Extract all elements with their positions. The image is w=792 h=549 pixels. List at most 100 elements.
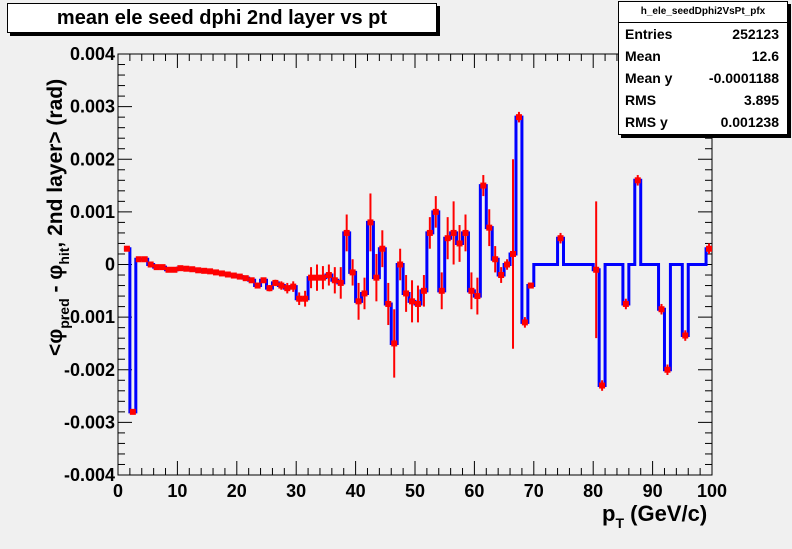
data-point xyxy=(349,269,356,276)
y-tick-label: 0.001 xyxy=(70,202,115,222)
data-point xyxy=(284,285,291,292)
data-point xyxy=(319,274,326,281)
x-tick-label: 60 xyxy=(464,481,484,501)
x-axis-label: pT (GeV/c) xyxy=(602,501,707,531)
data-markers xyxy=(123,114,713,415)
data-point xyxy=(141,256,148,263)
data-point xyxy=(230,272,237,279)
data-point xyxy=(444,235,451,242)
data-point xyxy=(420,287,427,294)
chart-title-box: mean ele seed dphi 2nd layer vs pt xyxy=(7,3,437,33)
stats-value: 252123 xyxy=(732,26,779,42)
data-point xyxy=(177,265,184,272)
data-point xyxy=(391,340,398,347)
data-point xyxy=(189,266,196,273)
data-point xyxy=(343,229,350,236)
data-point xyxy=(599,382,606,389)
data-point xyxy=(658,306,665,313)
data-point xyxy=(296,295,303,302)
stats-label: RMS xyxy=(625,92,657,108)
data-point xyxy=(195,267,202,274)
data-point xyxy=(159,264,166,271)
data-point xyxy=(224,271,231,278)
data-point xyxy=(409,298,416,305)
data-point xyxy=(527,282,534,289)
y-tick-label: -0.002 xyxy=(64,360,115,380)
data-point xyxy=(438,287,445,294)
data-point xyxy=(183,265,190,272)
data-point xyxy=(153,264,160,271)
data-point xyxy=(355,298,362,305)
data-point xyxy=(201,267,208,274)
data-point xyxy=(426,229,433,236)
x-tick-label: 30 xyxy=(286,481,306,501)
stats-value: 3.895 xyxy=(743,92,779,108)
y-tick-label: 0 xyxy=(105,255,115,275)
data-point xyxy=(254,282,261,289)
data-point xyxy=(129,408,136,415)
data-point xyxy=(266,285,273,292)
data-point xyxy=(260,277,267,284)
data-point xyxy=(165,266,172,273)
data-point xyxy=(218,270,225,277)
data-point xyxy=(385,300,392,307)
x-tick-label: 100 xyxy=(697,481,727,501)
data-point xyxy=(498,272,505,279)
data-point xyxy=(367,219,374,226)
data-point xyxy=(622,300,629,307)
data-point xyxy=(682,332,689,339)
data-point xyxy=(474,293,481,300)
data-point xyxy=(706,245,713,252)
stats-row-entries: Entries 252123 xyxy=(619,23,787,45)
data-point xyxy=(308,274,315,281)
x-tick-label: 80 xyxy=(583,481,603,501)
data-point xyxy=(278,282,285,289)
x-tick-label: 90 xyxy=(643,481,663,501)
stats-label: Entries xyxy=(625,26,673,42)
stats-value: 0.001238 xyxy=(720,114,779,130)
x-tick-label: 10 xyxy=(167,481,187,501)
data-point xyxy=(123,245,130,252)
data-point xyxy=(379,245,386,252)
x-tick-label: 40 xyxy=(346,481,366,501)
stats-box: h_ele_seedDphi2VsPt_pfx Entries 252123 M… xyxy=(618,1,788,135)
data-point xyxy=(135,256,142,263)
data-point xyxy=(397,261,404,268)
y-axis-label: <φpred - φhit, 2nd layer> (rad) xyxy=(44,79,72,356)
y-tick-label: -0.004 xyxy=(64,465,115,485)
data-point xyxy=(373,274,380,281)
data-point xyxy=(313,274,320,281)
stats-row-mean-y: Mean y -0.0001188 xyxy=(619,67,787,89)
data-point xyxy=(147,261,154,268)
data-point xyxy=(450,229,457,236)
data-point xyxy=(664,366,671,373)
tick-labels: 0 10 20 30 40 50 60 70 80 90 100 -0.004 -0.003 -0.002… xyxy=(64,44,727,501)
data-point xyxy=(456,240,463,247)
stats-label: Mean xyxy=(625,48,661,64)
stats-row-mean: Mean 12.6 xyxy=(619,45,787,67)
x-tick-label: 50 xyxy=(405,481,425,501)
data-point xyxy=(492,256,499,263)
data-point xyxy=(557,235,564,242)
data-point xyxy=(361,290,368,297)
data-point xyxy=(207,268,214,275)
data-point xyxy=(480,182,487,189)
data-point xyxy=(515,114,522,121)
data-point xyxy=(236,273,243,280)
stats-value: 12.6 xyxy=(751,48,779,64)
data-point xyxy=(302,295,309,302)
data-point xyxy=(242,275,249,282)
stats-label: Mean y xyxy=(625,70,673,86)
data-point xyxy=(213,269,220,276)
data-point xyxy=(432,208,439,215)
data-point xyxy=(272,279,279,286)
x-tick-label: 0 xyxy=(113,481,123,501)
data-point xyxy=(171,266,178,273)
data-point xyxy=(462,229,469,236)
data-point xyxy=(510,250,517,257)
y-tick-label: -0.003 xyxy=(64,412,115,432)
stats-row-rms-y: RMS y 0.001238 xyxy=(619,111,787,133)
x-tick-label: 70 xyxy=(524,481,544,501)
data-point xyxy=(403,290,410,297)
y-tick-label: 0.003 xyxy=(70,97,115,117)
